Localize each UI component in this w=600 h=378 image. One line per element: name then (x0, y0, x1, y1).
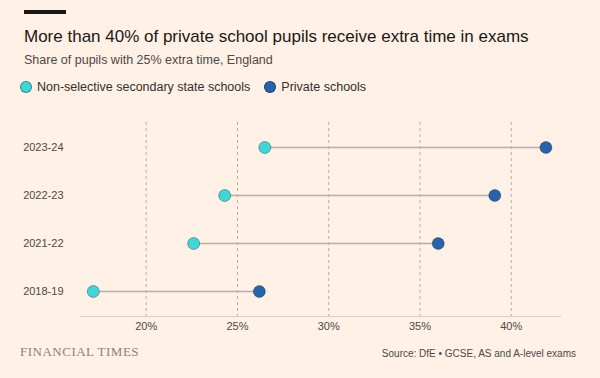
html-text:More than 40% of private schoo: More than 40% of private school pupils r… (24, 27, 529, 46)
svg-text:2018-19: 2018-19 (23, 285, 63, 297)
svg-text:2022-23: 2022-23 (23, 189, 63, 201)
svg-text:40%: 40% (500, 320, 522, 332)
svg-text:20%: 20% (135, 320, 157, 332)
html-text:Non-selective secondary state: Non-selective secondary state schools (37, 80, 251, 94)
svg-text:35%: 35% (409, 320, 431, 332)
html-text:Private schools: Private schools (281, 80, 367, 94)
html-text:Share of pupils with 25% extra: Share of pupils with 25% extra time, Eng… (24, 53, 273, 67)
svg-text:25%: 25% (226, 320, 248, 332)
svg-text:2021-22: 2021-22 (23, 237, 63, 249)
svg-text:2023-24: 2023-24 (23, 141, 63, 153)
html-text:Source: DfE • GCSE, AS and A-l: Source: DfE • GCSE, AS and A-level exams (381, 348, 576, 359)
svg-text:30%: 30% (318, 320, 340, 332)
html-text:FINANCIAL TIMES: FINANCIAL TIMES (20, 344, 140, 359)
